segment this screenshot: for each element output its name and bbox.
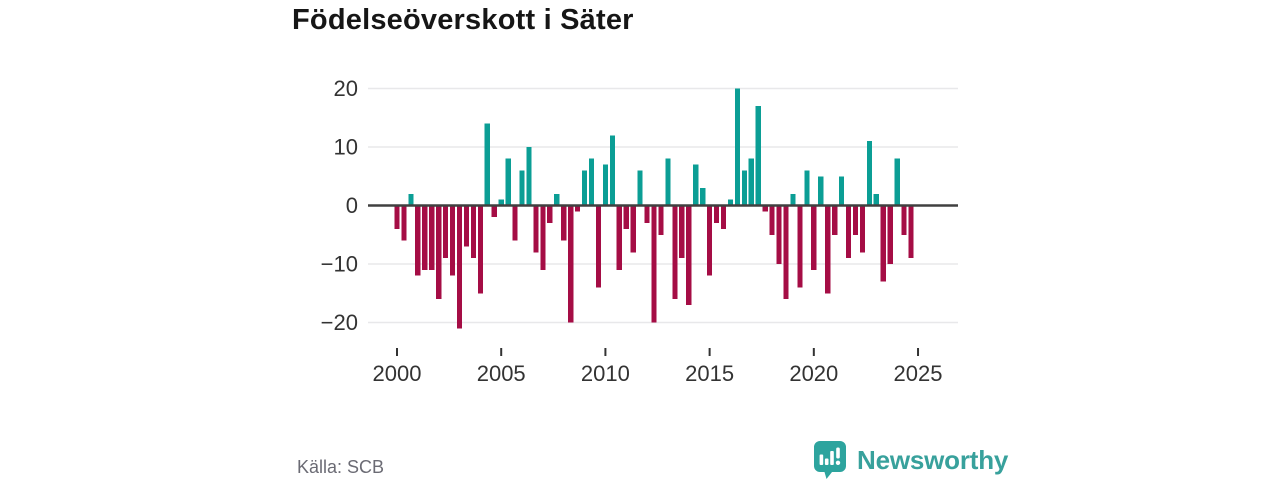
bar-positive (408, 193, 414, 206)
gridlines (368, 87, 958, 324)
x-tick-label: 2005 (477, 361, 526, 386)
bar-negative (561, 205, 567, 241)
bar-negative (769, 205, 775, 235)
bar-negative (783, 205, 789, 300)
bar-negative (394, 205, 400, 229)
bar-negative (429, 205, 435, 270)
bar-negative (491, 205, 497, 218)
bar-positive (873, 193, 879, 206)
bar-positive (818, 176, 824, 206)
bar-negative (797, 205, 803, 288)
bar-negative (616, 205, 622, 270)
bar-negative (887, 205, 893, 264)
bar-negative (776, 205, 782, 264)
bar-positive (554, 193, 560, 206)
bar-negative (859, 205, 866, 253)
bar-negative (630, 205, 636, 253)
bar-positive (790, 193, 796, 206)
bar-positive (637, 170, 643, 206)
y-tick-label: 20 (334, 76, 358, 101)
y-tick-label: 10 (334, 135, 358, 160)
bar-positive (804, 170, 810, 206)
bar-positive (741, 170, 747, 206)
bar-positive (748, 158, 754, 206)
bar-negative (463, 205, 470, 247)
x-tick-label: 2010 (581, 361, 630, 386)
bar-negative (707, 205, 713, 276)
bar-negative (436, 205, 442, 300)
bar-negative (575, 205, 581, 212)
bar-positive (588, 158, 595, 206)
newsworthy-logo-icon (814, 441, 846, 479)
bar-negative (443, 205, 449, 259)
bar-chart-glyph (819, 447, 841, 465)
x-tick-label: 2025 (894, 361, 943, 386)
bar-negative (401, 205, 407, 241)
source-note: Källa: SCB (297, 457, 385, 477)
bar-positive (498, 199, 504, 206)
bar-positive (609, 135, 615, 206)
brand-lockup: Newsworthy (812, 440, 1008, 480)
bar-negative (512, 205, 518, 241)
bar-positive (581, 170, 588, 206)
bar-negative (595, 205, 602, 288)
bar-positive (602, 164, 609, 206)
bar-positive (700, 187, 706, 206)
bar-negative (679, 205, 685, 259)
bars (394, 88, 914, 329)
y-tick-label: −20 (321, 310, 358, 335)
bar-positive (519, 170, 525, 206)
bar-negative (477, 205, 483, 294)
bar-negative (644, 205, 650, 224)
speech-bubble-shape (814, 441, 846, 479)
bar-negative (672, 205, 678, 300)
bar-positive (866, 141, 872, 206)
bar-positive (484, 123, 490, 206)
bar-positive (665, 158, 671, 206)
bar-negative (540, 205, 546, 270)
bar-negative (651, 205, 657, 323)
x-tick-label: 2015 (685, 361, 734, 386)
bar-positive (693, 164, 699, 206)
bar-negative (568, 205, 574, 323)
bar-positive (505, 158, 511, 206)
x-tick-label: 2020 (789, 361, 838, 386)
y-tick-label: 0 (346, 193, 358, 218)
bar-negative (456, 205, 463, 329)
bar-negative (825, 205, 831, 294)
bar-negative (449, 205, 456, 276)
bar-positive (526, 147, 532, 206)
bar-negative (852, 205, 859, 235)
bar-negative (422, 205, 428, 270)
bar-negative (908, 205, 914, 259)
chart-title: Födelseöverskott i Säter (292, 4, 634, 36)
bar-negative (623, 205, 629, 229)
bar-negative (811, 205, 817, 270)
brand-wordmark: Newsworthy (857, 444, 1009, 475)
bar-negative (901, 205, 907, 235)
bar-negative (845, 205, 852, 259)
bar-negative (832, 205, 838, 235)
x-tick-label: 2000 (373, 361, 422, 386)
bar-negative (533, 205, 539, 253)
y-axis-tick-labels: 20 10 0 −10 −20 (321, 76, 358, 335)
x-axis-ticks: 2000 2005 2010 2015 2020 2025 (373, 348, 943, 386)
bar-negative (713, 205, 720, 224)
bar-negative (762, 205, 768, 212)
bar-negative (720, 205, 727, 229)
bar-positive (727, 199, 734, 206)
y-tick-label: −10 (321, 252, 358, 277)
bar-positive (734, 88, 740, 206)
bar-negative (470, 205, 477, 259)
bar-negative (415, 205, 421, 276)
bar-negative (686, 205, 692, 305)
bar-negative (658, 205, 664, 235)
bar-negative (880, 205, 886, 282)
bar-positive (755, 106, 761, 206)
bar-negative (547, 205, 553, 224)
bar-positive (894, 158, 900, 206)
bar-positive (839, 176, 845, 206)
